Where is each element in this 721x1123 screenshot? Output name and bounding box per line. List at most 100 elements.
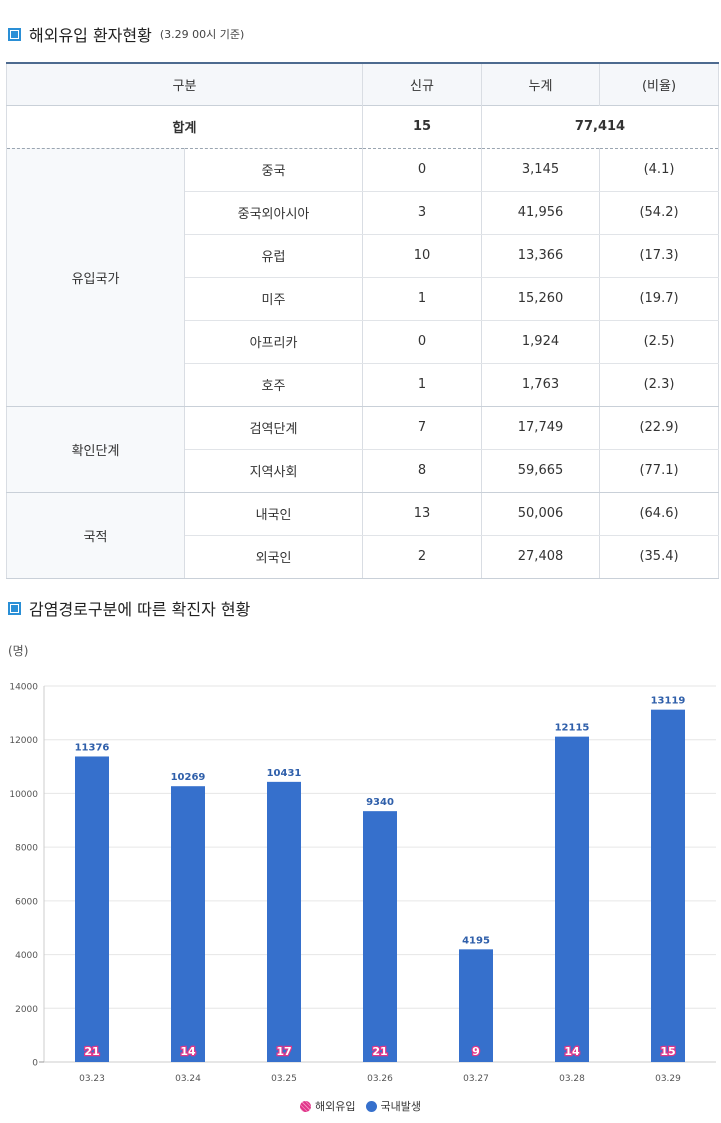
y-tick-label: 6000 [15, 897, 38, 907]
data-label-domestic: 12115 [555, 723, 590, 734]
row-ratio: (77.1) [599, 449, 719, 493]
data-label-imported: 21 [372, 1045, 387, 1058]
row-label: 내국인 [184, 492, 364, 536]
row-cumulative: 41,956 [481, 191, 601, 235]
row-ratio: (64.6) [599, 492, 719, 536]
row-new: 13 [362, 492, 483, 536]
group-label: 국적 [6, 492, 185, 579]
bar-domestic [363, 811, 397, 1062]
confirmed-cases-bar-chart: 0 2000 4000 6000 8000 10000 12000 14000 11376 21 0… [9, 683, 716, 1084]
x-tick-label: 03.26 [367, 1074, 393, 1084]
row-cumulative: 15,260 [481, 277, 601, 321]
row-label: 중국외아시아 [184, 191, 364, 235]
table-row: 외국인 2 27,408 (35.4) [7, 535, 719, 579]
total-label: 합계 [6, 105, 364, 149]
row-ratio: (17.3) [599, 234, 719, 278]
domestic-dot-icon [365, 1100, 377, 1112]
row-cumulative: 59,665 [481, 449, 601, 493]
row-cumulative: 1,763 [481, 363, 601, 407]
data-label-domestic: 9340 [366, 797, 394, 808]
row-label: 검역단계 [184, 406, 364, 450]
group-label: 확인단계 [6, 406, 185, 493]
total-row: 합계 15 77,414 [6, 105, 719, 149]
bar-domestic [267, 781, 301, 1062]
y-tick-label: 12000 [9, 736, 38, 746]
table-row: 아프리카 0 1,924 (2.5) [7, 320, 719, 364]
bar-domestic [555, 736, 589, 1062]
row-cumulative: 27,408 [481, 535, 601, 579]
legend-label-domestic: 국내발생 [380, 1100, 421, 1113]
header-new: 신규 [362, 63, 483, 105]
row-label: 유럽 [184, 234, 364, 278]
section-title-infection-route: 감염경로구분에 따른 확진자 현황 [8, 596, 250, 620]
table-header-row: 구분 신규 누계 (비율) [6, 63, 719, 105]
x-tick-label: 03.29 [655, 1074, 681, 1084]
data-label-imported: 14 [180, 1045, 196, 1058]
row-cumulative: 3,145 [481, 148, 601, 192]
data-label-domestic: 13119 [651, 696, 686, 707]
data-label-imported: 21 [84, 1045, 99, 1058]
row-cumulative: 17,749 [481, 406, 601, 450]
table-row: 중국외아시아 3 41,956 (54.2) [7, 191, 719, 235]
data-label-domestic: 10269 [171, 772, 206, 783]
legend-item-domestic[interactable]: 국내발생 [365, 1098, 421, 1114]
x-tick-label: 03.23 [79, 1074, 105, 1084]
section-title-text: 해외유입 환자현황 [29, 26, 152, 45]
table-row: 유입국가 중국 0 3,145 (4.1) [6, 148, 719, 407]
x-tick-label: 03.28 [559, 1074, 585, 1084]
row-new: 8 [362, 449, 483, 493]
data-label-domestic: 11376 [75, 742, 110, 753]
row-label: 미주 [184, 277, 364, 321]
row-new: 3 [362, 191, 483, 235]
row-new: 2 [362, 535, 483, 579]
data-label-domestic: 4195 [462, 935, 490, 946]
x-tick-label: 03.27 [463, 1074, 489, 1084]
section-title-text: 감염경로구분에 따른 확진자 현황 [29, 600, 251, 619]
bar-domestic [459, 949, 493, 1062]
data-label-imported: 14 [564, 1045, 580, 1058]
row-new: 7 [362, 406, 483, 450]
row-ratio: (2.3) [599, 363, 719, 407]
legend-item-imported[interactable]: 해외유입 [300, 1098, 356, 1114]
bar-domestic [171, 786, 205, 1062]
table-row: 확인단계 검역단계 7 17,749 (22.9) [6, 406, 719, 493]
row-ratio: (54.2) [599, 191, 719, 235]
section-subtitle: (3.29 00시 기준) [159, 28, 245, 41]
y-tick-label: 8000 [15, 844, 38, 854]
total-new: 15 [362, 105, 483, 149]
total-cumulative: 77,414 [481, 105, 719, 149]
row-label: 호주 [184, 363, 364, 407]
bar-domestic [75, 756, 109, 1062]
data-label-imported: 17 [276, 1045, 291, 1058]
row-ratio: (22.9) [599, 406, 719, 450]
row-ratio: (2.5) [599, 320, 719, 364]
row-label: 외국인 [184, 535, 364, 579]
imported-cases-table: 구분 신규 누계 (비율) 합계 15 77,414 유입국가 중국 0 3,145(… [6, 62, 720, 579]
y-tick-label: 4000 [15, 951, 38, 961]
table-row: 호주 1 1,763 (2.3) [7, 363, 719, 407]
row-new: 1 [362, 363, 483, 407]
section-title-imported: 해외유입 환자현황 (3.29 00시 기준) [8, 22, 244, 46]
header-ratio: (비율) [641, 78, 677, 94]
x-tick-label: 03.24 [175, 1074, 201, 1084]
row-new: 10 [362, 234, 483, 278]
data-label-imported: 9 [472, 1045, 480, 1058]
bullet-square-icon [8, 27, 21, 41]
row-ratio: (35.4) [599, 535, 719, 579]
group-label: 유입국가 [6, 148, 185, 407]
row-new: 0 [362, 320, 483, 364]
table-row: 지역사회 8 59,665 (77.1) [7, 449, 719, 493]
row-cumulative: 50,006 [481, 492, 601, 536]
chart-unit-label: (명) [8, 644, 29, 658]
legend-label-imported: 해외유입 [315, 1100, 356, 1113]
row-new: 1 [362, 277, 483, 321]
row-label: 중국 [184, 148, 364, 192]
y-tick-label: 2000 [15, 1005, 38, 1015]
chart-legend: 해외유입 국내발생 [0, 1098, 721, 1114]
header-category: 구분 [6, 63, 364, 105]
row-cumulative: 13,366 [481, 234, 601, 278]
x-tick-label: 03.25 [271, 1074, 297, 1084]
bar-domestic [651, 709, 685, 1062]
row-ratio: (19.7) [599, 277, 719, 321]
row-label: 지역사회 [184, 449, 364, 493]
